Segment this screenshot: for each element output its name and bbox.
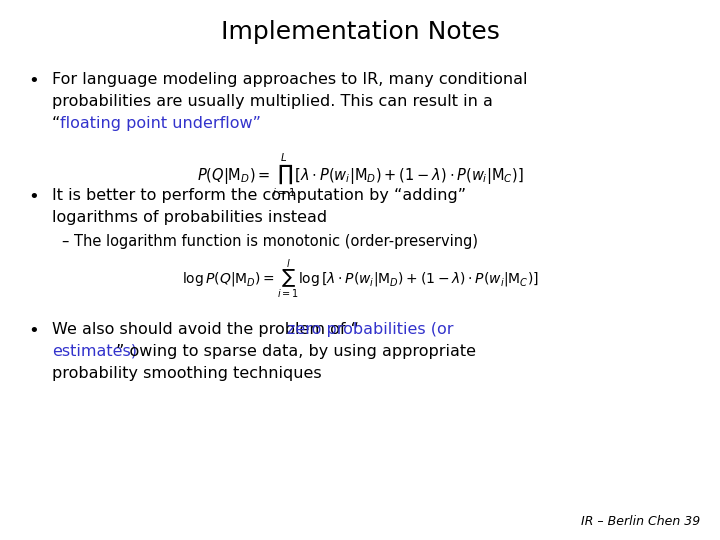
Text: We also should avoid the problem of “: We also should avoid the problem of “	[52, 322, 359, 337]
Text: “: “	[52, 116, 60, 131]
Text: zero probabilities (or: zero probabilities (or	[287, 322, 454, 337]
Text: For language modeling approaches to IR, many conditional: For language modeling approaches to IR, …	[52, 72, 528, 87]
Text: $\log P(Q|\mathrm{M}_D) = \sum_{i=1}^{l} \log\left[\lambda \cdot P(w_i|\mathrm{M: $\log P(Q|\mathrm{M}_D) = \sum_{i=1}^{l}…	[181, 258, 539, 301]
Text: Implementation Notes: Implementation Notes	[220, 20, 500, 44]
Text: $P(Q|\mathrm{M}_D) = \prod_{i=1}^{L}\left[\lambda \cdot P(w_i|\mathrm{M}_D) + (1: $P(Q|\mathrm{M}_D) = \prod_{i=1}^{L}\lef…	[197, 152, 523, 199]
Text: logarithms of probabilities instead: logarithms of probabilities instead	[52, 210, 327, 225]
Text: – The logarithm function is monotonic (order-preserving): – The logarithm function is monotonic (o…	[62, 234, 478, 249]
Text: •: •	[28, 188, 39, 206]
Text: •: •	[28, 72, 39, 90]
Text: probabilities are usually multiplied. This can result in a: probabilities are usually multiplied. Th…	[52, 94, 493, 109]
Text: ” owing to sparse data, by using appropriate: ” owing to sparse data, by using appropr…	[115, 344, 475, 359]
Text: •: •	[28, 322, 39, 340]
Text: probability smoothing techniques: probability smoothing techniques	[52, 366, 322, 381]
Text: floating point underflow”: floating point underflow”	[60, 116, 261, 131]
Text: IR – Berlin Chen 39: IR – Berlin Chen 39	[581, 515, 700, 528]
Text: It is better to perform the computation by “adding”: It is better to perform the computation …	[52, 188, 466, 203]
Text: estimates): estimates)	[52, 344, 137, 359]
